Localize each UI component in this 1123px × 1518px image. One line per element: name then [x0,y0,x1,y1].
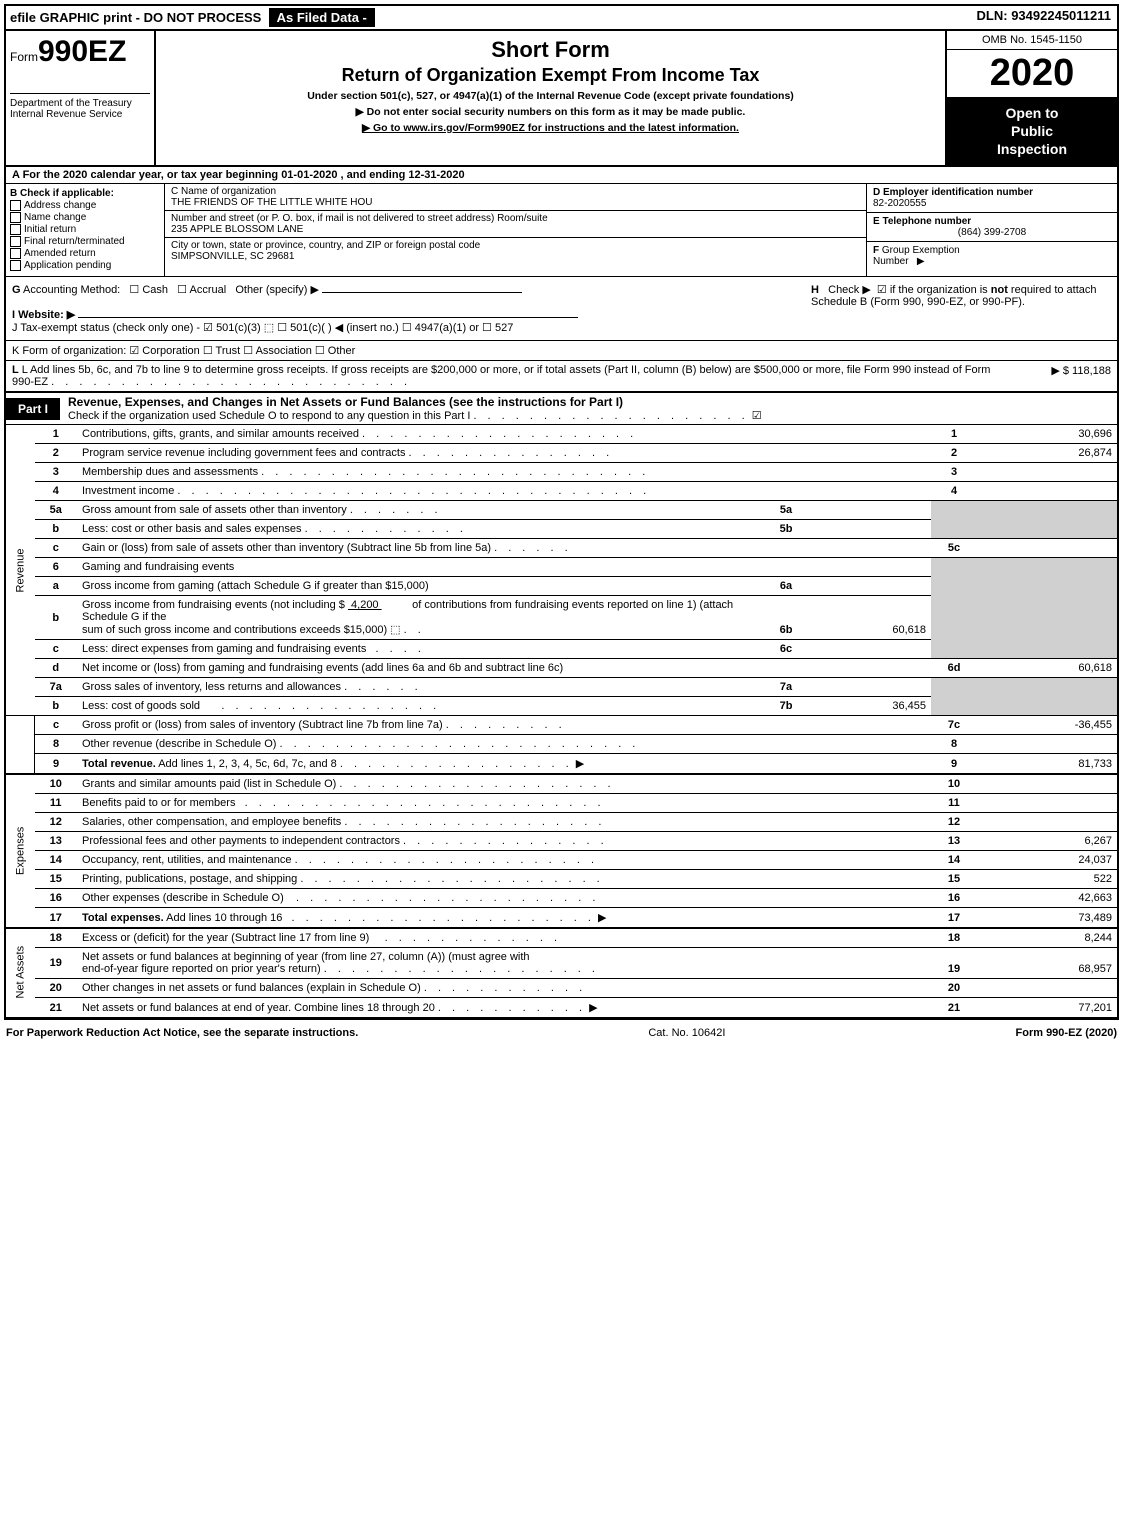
line-15: 15 Printing, publications, postage, and … [6,870,1117,889]
line-2: 2 Program service revenue including gove… [6,444,1117,463]
line-14: 14 Occupancy, rent, utilities, and maint… [6,851,1117,870]
row-i-label: I Website: ▶ [12,309,75,321]
open-to-public: Open to Public Inspection [947,98,1117,165]
line-16: 16 Other expenses (describe in Schedule … [6,889,1117,908]
row-k: K Form of organization: ☑ Corporation ☐ … [6,341,1117,361]
subtitle: Under section 501(c), 527, or 4947(a)(1)… [164,90,937,102]
header-row: Form990EZ Department of the Treasury Int… [6,31,1117,167]
side-expenses: Expenses [6,774,35,928]
label-group: F Group ExemptionNumber ▶ [873,245,1111,267]
line-1: Revenue 1 Contributions, gifts, grants, … [6,425,1117,444]
row-l: L L Add lines 5b, 6c, and 7b to line 9 t… [6,361,1117,392]
line-18: Net Assets 18 Excess or (deficit) for th… [6,928,1117,948]
cb-initial[interactable]: Initial return [10,224,160,235]
tax-year: 2020 [947,50,1117,98]
top-bar: efile GRAPHIC print - DO NOT PROCESS As … [6,6,1117,31]
short-form-title: Short Form [164,37,937,63]
label-phone: E Telephone number [873,216,1111,227]
omb-number: OMB No. 1545-1150 [947,31,1117,50]
label-org-name: C Name of organization [171,186,860,197]
note2: ▶ Go to www.irs.gov/Form990EZ for instru… [164,122,937,134]
row-h: H Check ▶ ☑ if the organization is not r… [805,277,1117,340]
phone-value: (864) 399-2708 [873,227,1111,238]
form-prefix: Form [10,50,38,64]
header-right: OMB No. 1545-1150 2020 Open to Public In… [945,31,1117,165]
footer-right: Form 990-EZ (2020) [1016,1027,1118,1039]
line-19: 19 Net assets or fund balances at beginn… [6,948,1117,979]
row-l-amount: ▶ $ 118,188 [991,364,1111,388]
line-9: 9 Total revenue. Add lines 1, 2, 3, 4, 5… [6,754,1117,775]
part1-header: Part I Revenue, Expenses, and Changes in… [6,392,1117,425]
footer: For Paperwork Reduction Act Notice, see … [0,1024,1123,1042]
ein-value: 82-2020555 [873,198,1111,209]
line-5c: c Gain or (loss) from sale of assets oth… [6,539,1117,558]
as-filed-box: As Filed Data - [269,8,375,27]
line-7a: 7a Gross sales of inventory, less return… [6,678,1117,697]
side-netassets: Net Assets [6,928,35,1018]
main-title: Return of Organization Exempt From Incom… [164,65,937,86]
line-12: 12 Salaries, other compensation, and emp… [6,813,1117,832]
label-addr: Number and street (or P. O. box, if mail… [171,213,860,224]
line-3: 3 Membership dues and assessments . . . … [6,463,1117,482]
footer-left: For Paperwork Reduction Act Notice, see … [6,1027,358,1039]
row-g: G Accounting Method: ☐ Cash ☐ Accrual Ot… [6,277,805,340]
box-b-title: B Check if applicable: [10,188,160,199]
line-20: 20 Other changes in net assets or fund b… [6,979,1117,998]
cb-amended[interactable]: Amended return [10,248,160,259]
dln-label: DLN: 93492245011211 [971,6,1117,29]
footer-mid: Cat. No. 10642I [358,1027,1015,1039]
org-name: THE FRIENDS OF THE LITTLE WHITE HOU [171,197,860,208]
cb-pending[interactable]: Application pending [10,260,160,271]
side-revenue: Revenue [6,425,35,716]
form-container: efile GRAPHIC print - DO NOT PROCESS As … [4,4,1119,1020]
note1: ▶ Do not enter social security numbers o… [164,106,937,118]
box-b: B Check if applicable: Address change Na… [6,184,165,277]
line-7c: c Gross profit or (loss) from sales of i… [6,716,1117,735]
cb-name[interactable]: Name change [10,212,160,223]
line-21: 21 Net assets or fund balances at end of… [6,998,1117,1018]
box-def: D Employer identification number 82-2020… [866,184,1117,277]
efile-text: efile GRAPHIC print - DO NOT PROCESS [10,10,261,25]
line-5a: 5a Gross amount from sale of assets othe… [6,501,1117,520]
line-8: 8 Other revenue (describe in Schedule O)… [6,735,1117,754]
line-13: 13 Professional fees and other payments … [6,832,1117,851]
section-bcd: B Check if applicable: Address change Na… [6,184,1117,278]
dept-label: Department of the Treasury [10,98,150,109]
cb-address[interactable]: Address change [10,200,160,211]
revenue-table: Revenue 1 Contributions, gifts, grants, … [6,425,1117,1018]
part1-check[interactable]: ☑ [752,410,762,422]
org-addr: 235 APPLE BLOSSOM LANE [171,224,860,235]
form-number: 990EZ [38,35,126,68]
header-center: Short Form Return of Organization Exempt… [156,31,945,165]
box-c: C Name of organization THE FRIENDS OF TH… [165,184,866,277]
row-j: J Tax-exempt status (check only one) - ☑… [12,322,513,334]
efile-label: efile GRAPHIC print - DO NOT PROCESS As … [6,6,379,29]
label-city: City or town, state or province, country… [171,240,860,251]
line-17: 17 Total expenses. Add lines 10 through … [6,908,1117,929]
header-left: Form990EZ Department of the Treasury Int… [6,31,156,165]
line-11: 11 Benefits paid to or for members . . .… [6,794,1117,813]
part1-label: Part I [6,398,60,420]
line-4: 4 Investment income . . . . . . . . . . … [6,482,1117,501]
cb-final[interactable]: Final return/terminated [10,236,160,247]
label-ein: D Employer identification number [873,187,1111,198]
org-city: SIMPSONVILLE, SC 29681 [171,251,860,262]
line-6d: d Net income or (loss) from gaming and f… [6,659,1117,678]
line-6: 6 Gaming and fundraising events [6,558,1117,577]
part1-title: Revenue, Expenses, and Changes in Net As… [60,393,1117,424]
line-10: Expenses 10 Grants and similar amounts p… [6,774,1117,794]
line-a: A For the 2020 calendar year, or tax yea… [6,167,1117,184]
irs-label: Internal Revenue Service [10,109,150,120]
row-gh: G Accounting Method: ☐ Cash ☐ Accrual Ot… [6,277,1117,341]
